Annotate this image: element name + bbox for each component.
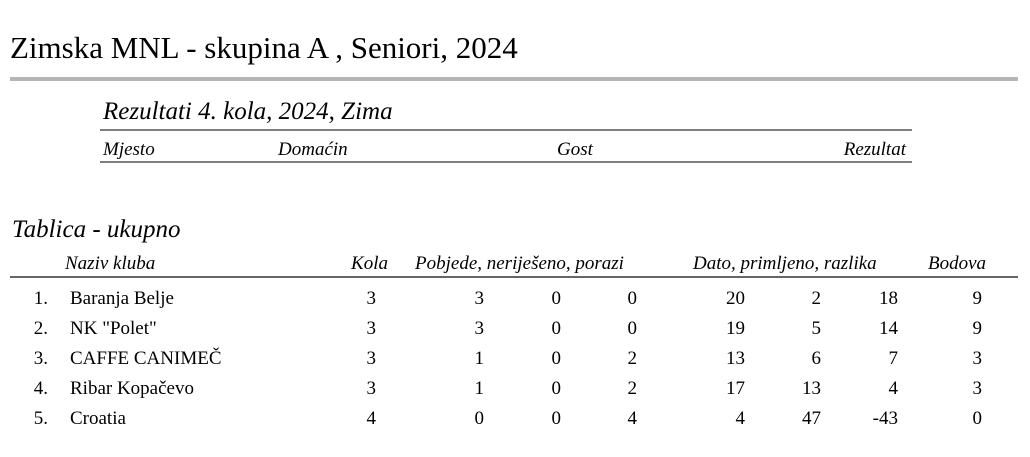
cell: Baranja Belje	[70, 288, 174, 309]
cell: 3	[475, 288, 485, 309]
col-header: Kola	[350, 253, 388, 274]
cell: 4	[736, 408, 746, 429]
cell: 2	[628, 378, 638, 399]
cell: 0	[475, 408, 485, 429]
col-header: Pobjede, neriješeno, porazi	[414, 253, 624, 274]
cell: 9	[973, 318, 983, 339]
cell: 1.	[34, 288, 48, 309]
cell: NK "Polet"	[70, 318, 157, 339]
title-rule	[10, 77, 1018, 81]
cell: 3	[367, 288, 377, 309]
col-header: Rezultat	[843, 139, 907, 160]
results-title: Rezultati 4. kola, 2024, Zima	[102, 98, 393, 125]
cell: 5	[812, 318, 822, 339]
cell: 4	[628, 408, 638, 429]
cell: 13	[726, 348, 745, 369]
cell: 3	[367, 378, 377, 399]
cell: 3	[367, 318, 377, 339]
cell: Croatia	[70, 408, 126, 429]
cell: 13	[802, 378, 821, 399]
col-header: Bodova	[928, 253, 986, 274]
cell: 18	[879, 288, 898, 309]
cell: 0	[552, 378, 562, 399]
cell: 0	[552, 318, 562, 339]
col-header: Dato, primljeno, razlika	[692, 253, 877, 274]
table-title: Tablica - ukupno	[12, 216, 181, 243]
cell: 2	[812, 288, 822, 309]
cell: 0	[628, 288, 638, 309]
cell: 2.	[34, 318, 48, 339]
cell: 19	[726, 318, 745, 339]
page-title: Zimska MNL - skupina A , Seniori, 2024	[10, 30, 518, 65]
cell: -43	[873, 408, 898, 429]
cell: 3.	[34, 348, 48, 369]
cell: 47	[802, 408, 821, 429]
cell: 4	[367, 408, 377, 429]
cell: 1	[475, 378, 485, 399]
cell: 3	[475, 318, 485, 339]
cell: CAFFE CANIMEČ	[70, 347, 222, 369]
cell: 1	[475, 348, 485, 369]
col-header: Naziv kluba	[64, 253, 155, 274]
cell: 0	[973, 408, 983, 429]
cell: 3	[367, 348, 377, 369]
col-header: Domaćin	[277, 139, 348, 160]
cell: 0	[552, 348, 562, 369]
cell: Ribar Kopačevo	[70, 378, 194, 399]
cell: 2	[628, 348, 638, 369]
cell: 3	[973, 348, 983, 369]
cell: 0	[552, 288, 562, 309]
cell: 3	[973, 378, 983, 399]
cell: 6	[812, 348, 822, 369]
cell: 0	[628, 318, 638, 339]
cell: 9	[973, 288, 983, 309]
col-header: Mjesto	[102, 139, 155, 160]
cell: 20	[726, 288, 745, 309]
cell: 4	[889, 378, 899, 399]
col-header: Gost	[557, 139, 594, 160]
cell: 17	[726, 378, 745, 399]
cell: 14	[879, 318, 899, 339]
cell: 7	[889, 348, 899, 369]
cell: 0	[552, 408, 562, 429]
cell: 5.	[34, 408, 48, 429]
cell: 4.	[34, 378, 48, 399]
